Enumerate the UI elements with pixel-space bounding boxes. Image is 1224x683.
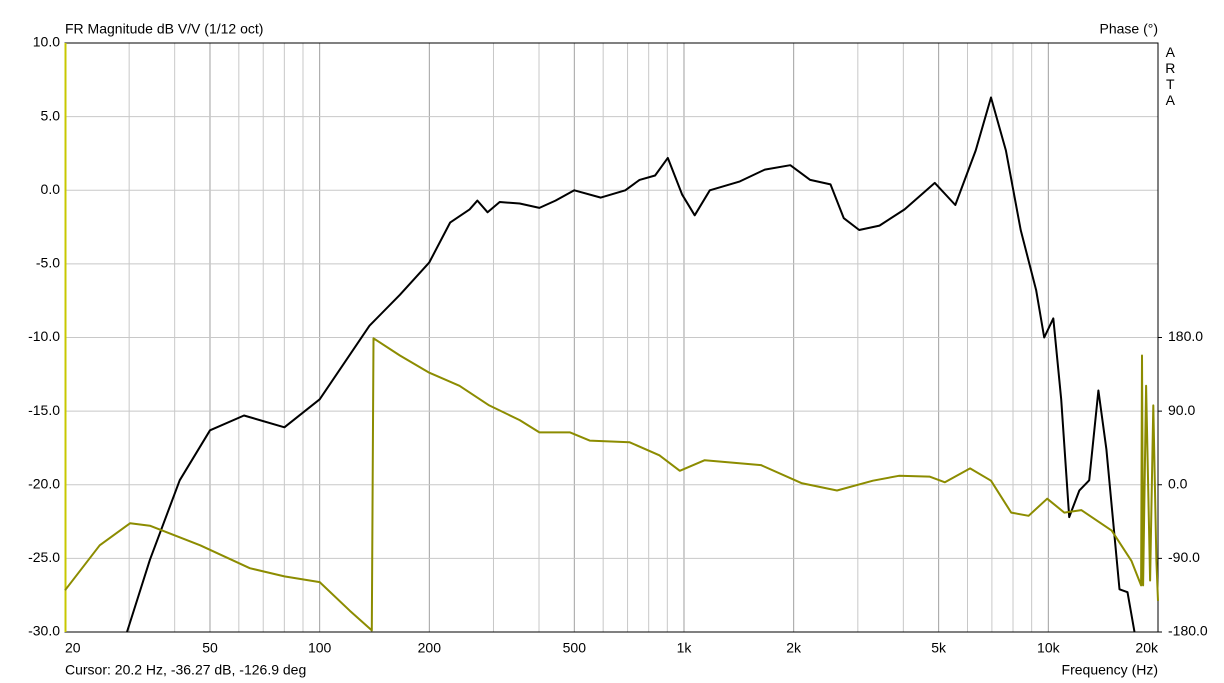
x-tick-label: 2k — [786, 640, 802, 656]
y-tick-label: -20.0 — [28, 475, 60, 491]
x-axis-title: Frequency (Hz) — [1062, 662, 1158, 678]
y2-axis-title: Phase (°) — [1099, 21, 1158, 37]
brand: ARTA — [1162, 44, 1178, 108]
cursor-readout: Cursor: 20.2 Hz, -36.27 dB, -126.9 deg — [65, 662, 306, 678]
x-tick-label: 50 — [202, 640, 218, 656]
y-tick-label: -25.0 — [28, 549, 60, 565]
y-tick-label: 5.0 — [41, 107, 61, 123]
y2-tick-label: 180.0 — [1168, 328, 1203, 344]
y-tick-label: -30.0 — [28, 623, 60, 639]
x-tick-label: 100 — [308, 640, 332, 656]
x-tick-label: 1k — [677, 640, 693, 656]
series-line — [126, 96, 1136, 633]
x-tick-label: 500 — [563, 640, 587, 656]
x-tick-label: 10k — [1037, 640, 1061, 656]
x-tick-label: 20k — [1135, 640, 1159, 656]
series-line — [64, 337, 1159, 632]
y-tick-label: -15.0 — [28, 402, 60, 418]
y2-tick-label: -90.0 — [1168, 549, 1200, 565]
y2-tick-label: 0.0 — [1168, 475, 1188, 491]
chart-title: FR Magnitude dB V/V (1/12 oct) — [65, 21, 263, 37]
y-tick-label: -10.0 — [28, 328, 60, 344]
x-tick-label: 20 — [65, 640, 81, 656]
y2-tick-label: -180.0 — [1168, 623, 1208, 639]
y-tick-label: 10.0 — [33, 34, 60, 50]
x-tick-label: 5k — [931, 640, 947, 656]
y-tick-label: -5.0 — [36, 255, 60, 271]
y-tick-label: 0.0 — [41, 181, 61, 197]
x-tick-label: 200 — [418, 640, 442, 656]
y2-tick-label: 90.0 — [1168, 402, 1195, 418]
